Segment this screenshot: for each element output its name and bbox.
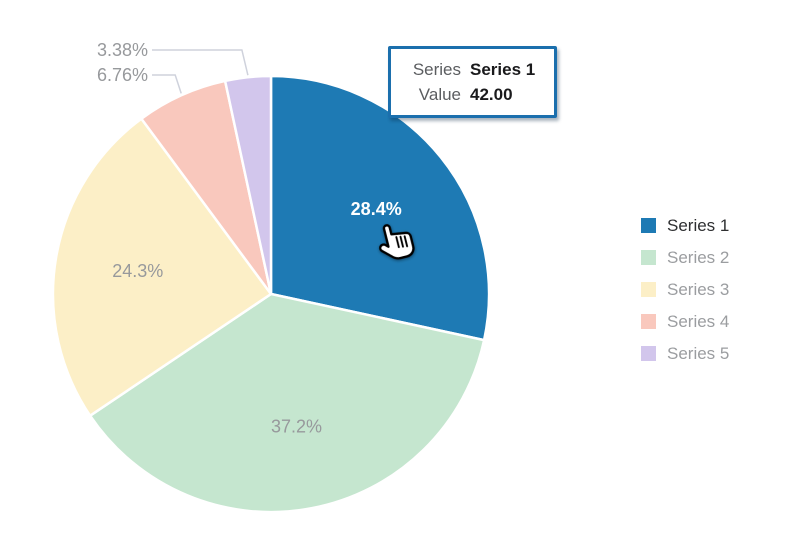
- pie-slice-series-2[interactable]: [88, 292, 486, 514]
- legend-label: Series 4: [667, 312, 730, 331]
- legend-label: Series 3: [667, 280, 730, 299]
- legend-item-series-3[interactable]: Series 3: [641, 280, 730, 299]
- legend-item-series-1[interactable]: Series 1: [641, 216, 730, 235]
- tooltip-row-series: Series Series 1: [399, 57, 541, 82]
- tooltip-value-label: Value: [418, 85, 461, 104]
- legend-item-series-4[interactable]: Series 4: [641, 312, 730, 331]
- slice-percent-label: 37.2%: [271, 417, 322, 437]
- legend-label: Series 2: [667, 248, 730, 267]
- legend-swatch: [641, 250, 656, 265]
- legend-swatch: [641, 282, 656, 297]
- tooltip-value-value: 42.00: [470, 85, 513, 104]
- tooltip-series-value: Series 1: [470, 60, 536, 79]
- legend-item-series-5[interactable]: Series 5: [641, 344, 730, 363]
- slice-percent-callout-label: 6.76%: [97, 65, 148, 85]
- slice-percent-label: 24.3%: [112, 261, 163, 281]
- legend-label: Series 5: [667, 344, 730, 363]
- legend-swatch: [641, 314, 656, 329]
- pie-slice-series-3[interactable]: [51, 117, 273, 417]
- slice-percent-label: 28.4%: [351, 199, 402, 219]
- slice-percent-callout-label: 3.38%: [97, 40, 148, 60]
- pie-slice-series-5[interactable]: [223, 74, 273, 296]
- pie-slices-group: [51, 74, 491, 514]
- legend-label: Series 1: [667, 216, 730, 235]
- legend-item-series-2[interactable]: Series 2: [641, 248, 730, 267]
- tooltip-row-value: Value 42.00: [399, 82, 541, 107]
- legend-swatch: [641, 218, 656, 233]
- legend-swatch: [641, 346, 656, 361]
- tooltip-series-label: Series: [412, 60, 461, 79]
- legend: Series 1 Series 2 Series 3 Series 4 Series 5: [641, 216, 730, 378]
- tooltip: Series Series 1 Value 42.00: [388, 46, 557, 118]
- label-leader-line: [152, 49, 249, 76]
- label-leader-line: [152, 74, 182, 94]
- pie-labels-group: 28.4% 37.2% 24.3% 3.38% 6.76%: [97, 40, 402, 437]
- pie-slice-series-1[interactable]: [269, 74, 491, 342]
